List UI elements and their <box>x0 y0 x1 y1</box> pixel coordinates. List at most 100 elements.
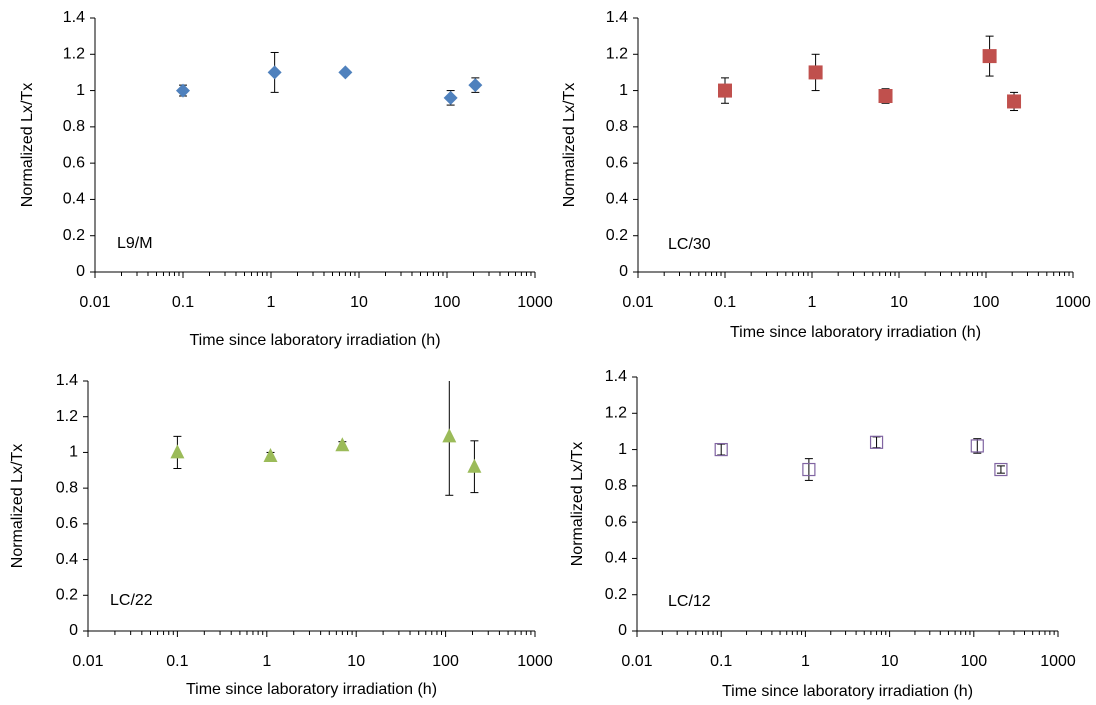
x-tick-label: 0.01 <box>621 653 652 670</box>
x-tick-label: 10 <box>350 294 368 311</box>
y-tick-label: 0.4 <box>605 550 627 567</box>
y-tick-label: 0.4 <box>56 551 78 568</box>
x-tick-label: 10 <box>347 653 365 670</box>
marker <box>982 49 997 64</box>
error-bar <box>872 436 881 449</box>
marker <box>1007 94 1022 109</box>
y-tick-label: 0.8 <box>63 118 85 135</box>
x-tick-label: 0.1 <box>166 653 188 670</box>
y-tick-label: 0.6 <box>605 513 627 530</box>
error-bar <box>717 443 726 456</box>
y-tick-label: 0 <box>69 622 78 639</box>
y-tick-label: 1 <box>619 82 628 99</box>
y-tick-label: 1 <box>69 444 78 461</box>
panel: 0 0.2 0.4 0.6 0.8 1 1.2 1.4 0.01 0.1 1 10 100 1000 Tim… <box>9 372 553 698</box>
marker <box>718 83 732 98</box>
marker <box>467 458 482 473</box>
marker <box>442 428 457 443</box>
x-tick-label: 1000 <box>517 294 553 311</box>
y-tick-label: 0.8 <box>56 479 78 496</box>
y-tick-label: 1.4 <box>56 372 78 389</box>
y-tick-label: 0.2 <box>606 227 628 244</box>
x-tick-label: 1000 <box>517 653 553 670</box>
y-tick-label: 0.4 <box>63 191 85 208</box>
x-axis-title: Time since laboratory irradiation (h) <box>730 324 981 341</box>
y-tick-label: 0.4 <box>606 191 628 208</box>
data-group <box>718 35 1022 112</box>
marker <box>970 439 984 453</box>
x-tick-label: 1 <box>808 294 817 311</box>
error-bar <box>996 465 1005 474</box>
marker <box>994 462 1008 477</box>
x-tick-label: 1 <box>262 653 271 670</box>
x-tick-label: 10 <box>890 294 908 311</box>
y-tick-label: 0.8 <box>605 477 627 494</box>
panel: 0 0.2 0.4 0.6 0.8 1 1.2 1.4 0.01 0.1 1 10 100 1000 Tim… <box>561 9 1091 341</box>
y-tick-label: 1.2 <box>605 405 627 422</box>
y-axis-title: Normalized Lx/Tx <box>19 83 36 207</box>
marker <box>170 444 185 459</box>
y-axis-title: Normalized Lx/Tx <box>9 444 26 568</box>
y-tick-label: 1.2 <box>606 46 628 63</box>
y-tick-label: 1 <box>76 82 85 99</box>
x-tick-label: 10 <box>881 653 899 670</box>
y-tick-label: 0.2 <box>63 227 85 244</box>
y-tick-label: 0.2 <box>56 587 78 604</box>
x-tick-label: 1 <box>267 294 276 311</box>
y-axis-title: Normalized Lx/Tx <box>569 442 586 566</box>
y-tick-label: 1.4 <box>606 9 628 26</box>
panel-annotation: LC/30 <box>668 236 711 253</box>
x-tick-label: 1000 <box>1040 653 1076 670</box>
x-axis-title: Time since laboratory irradiation (h) <box>722 683 973 700</box>
marker <box>263 448 278 462</box>
y-tick-label: 0 <box>618 622 627 639</box>
x-tick-label: 0.1 <box>710 653 732 670</box>
x-tick-label: 100 <box>434 294 461 311</box>
marker <box>176 83 190 98</box>
data-group <box>170 381 482 496</box>
x-axis-title: Time since laboratory irradiation (h) <box>186 681 437 698</box>
y-tick-label: 1.4 <box>63 9 85 26</box>
x-tick-label: 0.01 <box>79 294 110 311</box>
data-group <box>176 51 483 106</box>
marker <box>468 78 483 93</box>
y-tick-label: 1.4 <box>605 368 627 385</box>
y-tick-label: 0.8 <box>606 118 628 135</box>
panel-annotation: LC/12 <box>668 593 711 610</box>
y-tick-label: 1.2 <box>63 46 85 63</box>
x-axis-title: Time since laboratory irradiation (h) <box>189 332 440 349</box>
panel: 0 0.2 0.4 0.6 0.8 1 1.2 1.4 0.01 0.1 1 10 100 1000 Tim… <box>569 368 1076 700</box>
x-tick-label: 100 <box>973 294 1000 311</box>
marker <box>338 65 353 80</box>
x-tick-label: 100 <box>432 653 459 670</box>
y-tick-label: 1 <box>618 441 627 458</box>
y-tick-label: 0.6 <box>63 154 85 171</box>
y-tick-label: 1.2 <box>56 408 78 425</box>
marker <box>869 435 884 449</box>
data-group <box>714 435 1008 481</box>
y-tick-label: 0 <box>76 263 85 280</box>
marker <box>808 65 823 80</box>
y-tick-label: 0 <box>619 263 628 280</box>
x-tick-label: 1000 <box>1055 294 1091 311</box>
error-bar <box>973 438 982 454</box>
marker <box>878 89 893 104</box>
y-tick-label: 0.6 <box>56 515 78 532</box>
marker <box>267 65 282 80</box>
panel: 0 0.2 0.4 0.6 0.8 1 1.2 1.4 0.01 0.1 1 10 100 1000 Tim… <box>19 9 553 349</box>
error-bar <box>804 458 813 481</box>
y-tick-label: 0.2 <box>605 586 627 603</box>
panel-annotation: LC/22 <box>110 592 153 609</box>
x-tick-label: 0.01 <box>72 653 103 670</box>
x-tick-label: 0.1 <box>714 294 736 311</box>
marker <box>714 442 728 457</box>
y-tick-label: 0.6 <box>606 154 628 171</box>
marker <box>335 437 350 452</box>
x-tick-label: 0.1 <box>172 294 194 311</box>
panel-annotation: L9/M <box>117 235 153 252</box>
x-tick-label: 0.01 <box>622 294 653 311</box>
x-tick-label: 100 <box>960 653 987 670</box>
marker <box>802 462 816 477</box>
